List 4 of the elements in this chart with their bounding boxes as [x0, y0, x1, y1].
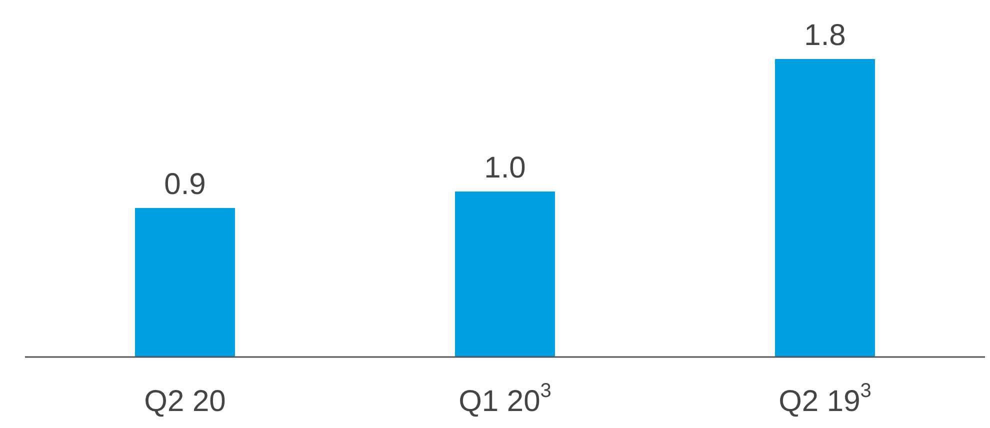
data-label: 0.9 — [164, 168, 206, 201]
x-tick-label: Q2 20 — [144, 385, 226, 418]
data-label: 1.0 — [484, 151, 526, 184]
data-label: 1.8 — [804, 19, 846, 52]
